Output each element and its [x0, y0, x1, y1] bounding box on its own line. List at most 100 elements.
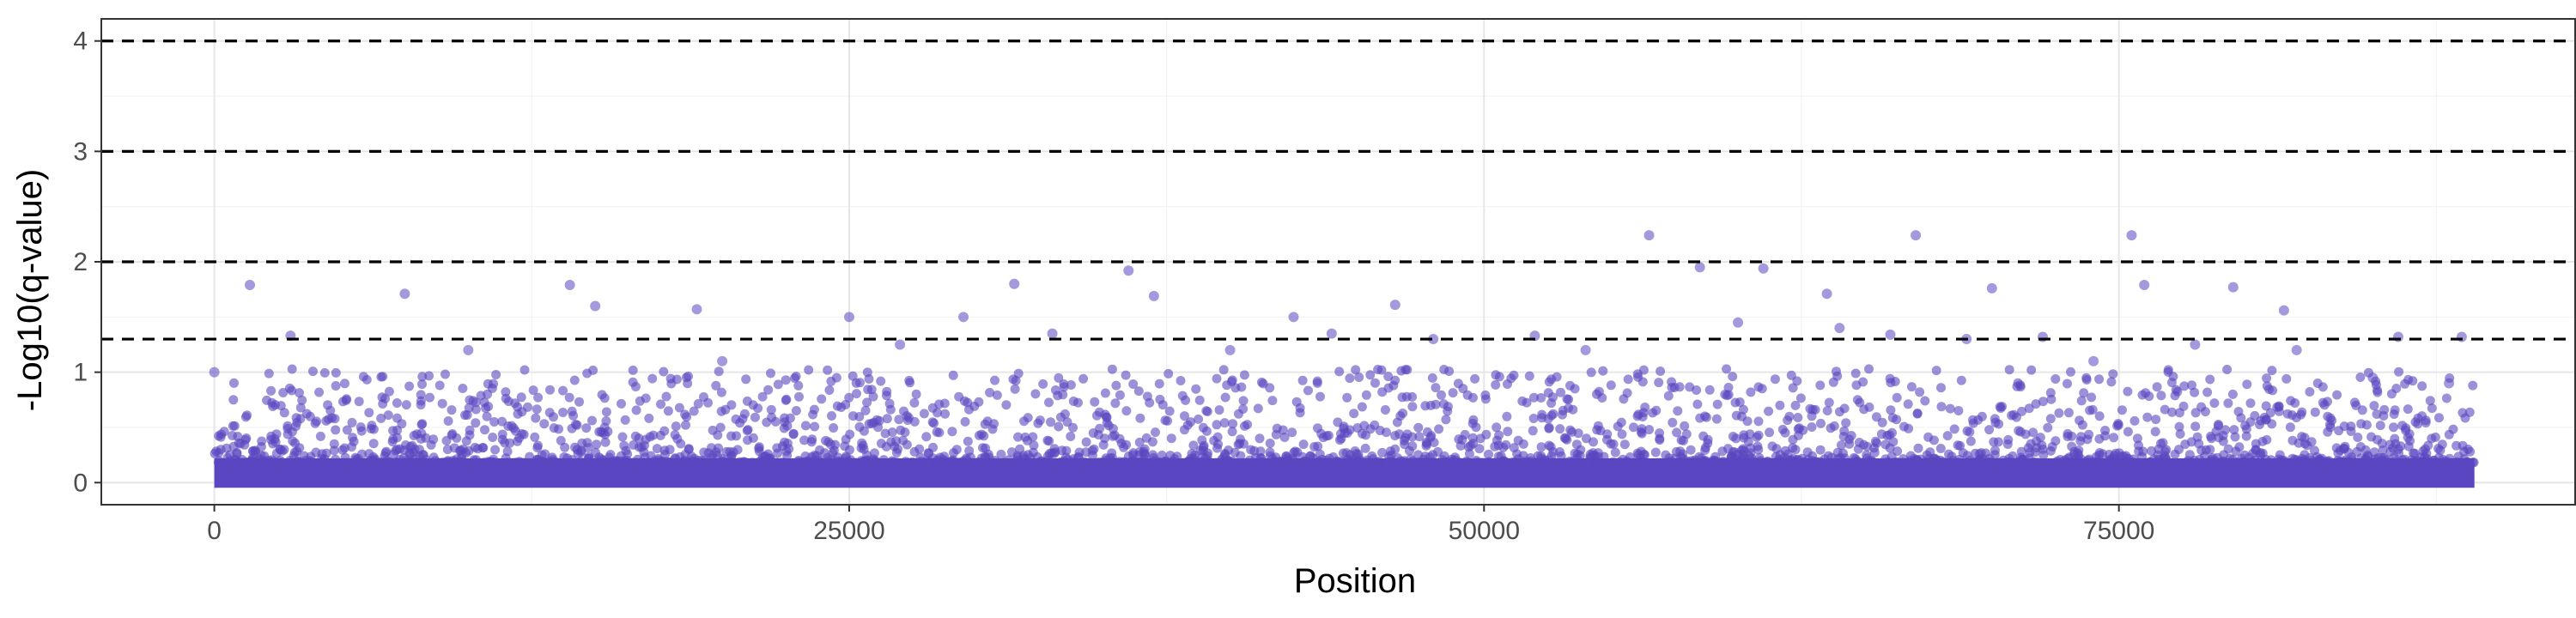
data-point — [2318, 397, 2328, 408]
data-point — [976, 429, 987, 439]
data-point — [571, 420, 580, 429]
data-point — [1502, 411, 1512, 421]
data-point — [2441, 393, 2451, 403]
data-point — [791, 406, 801, 415]
data-point — [2241, 431, 2251, 441]
data-point — [720, 404, 731, 415]
data-point — [1654, 378, 1664, 388]
data-point — [1134, 437, 1145, 447]
data-point — [843, 312, 854, 323]
data-point — [880, 428, 890, 439]
data-point — [634, 433, 644, 444]
data-point — [2334, 426, 2344, 436]
data-point — [347, 442, 356, 452]
data-point — [391, 445, 401, 456]
data-point — [683, 371, 693, 381]
data-point — [1904, 423, 1914, 433]
data-point — [1249, 457, 1260, 468]
data-point — [2392, 331, 2403, 342]
data-point — [2077, 420, 2087, 430]
data-point — [2427, 403, 2437, 414]
data-point — [471, 397, 481, 408]
data-point — [1714, 457, 1724, 468]
data-point — [636, 442, 647, 452]
data-point — [211, 446, 222, 457]
data-point — [368, 439, 379, 449]
data-point — [1157, 400, 1168, 410]
data-point — [1757, 384, 1767, 394]
data-point — [844, 392, 854, 403]
data-point — [617, 432, 628, 442]
data-point — [1892, 415, 1902, 425]
data-point — [587, 415, 597, 426]
data-point — [457, 457, 467, 467]
data-point — [2351, 457, 2361, 468]
data-point — [1291, 397, 1302, 407]
data-point — [1100, 388, 1110, 398]
data-point — [2106, 377, 2117, 387]
data-point — [1148, 290, 1159, 301]
data-point — [1201, 406, 1212, 416]
data-point — [1199, 442, 1208, 452]
data-point — [503, 397, 513, 407]
data-point — [1836, 457, 1845, 468]
data-point — [1108, 431, 1118, 441]
data-point — [960, 416, 970, 427]
data-point — [1063, 455, 1072, 464]
data-point — [1431, 383, 1441, 393]
data-point — [1949, 457, 1959, 468]
data-point — [717, 355, 728, 367]
data-point — [799, 435, 810, 445]
data-point — [914, 444, 925, 454]
data-point — [1054, 421, 1064, 432]
data-point — [911, 389, 921, 399]
data-point — [2152, 382, 2162, 392]
data-point — [292, 417, 302, 427]
data-point — [1508, 457, 1518, 468]
data-point — [1079, 457, 1090, 467]
data-point — [1139, 449, 1150, 459]
data-point — [743, 435, 753, 445]
data-point — [278, 388, 289, 397]
data-point — [741, 374, 751, 385]
data-point — [1000, 457, 1010, 468]
data-point — [2262, 373, 2272, 384]
data-point — [1342, 428, 1352, 438]
data-point — [1922, 457, 1932, 467]
data-point — [2441, 457, 2451, 468]
data-point — [601, 457, 611, 468]
data-point — [935, 452, 945, 463]
data-point — [2213, 421, 2223, 431]
data-point — [1788, 383, 1798, 393]
data-point — [1687, 456, 1697, 466]
data-point — [478, 443, 489, 453]
data-point — [1770, 374, 1780, 385]
data-point — [683, 444, 694, 454]
data-point — [1632, 411, 1643, 421]
data-point — [1015, 444, 1025, 454]
data-point — [437, 398, 447, 409]
data-point — [1915, 387, 1925, 397]
data-point — [2063, 379, 2072, 389]
data-point — [2063, 428, 2073, 439]
data-point — [2209, 398, 2220, 409]
data-point — [2190, 387, 2200, 397]
data-point — [1272, 423, 1282, 433]
data-point — [876, 376, 886, 386]
data-point — [2012, 412, 2021, 422]
data-point — [1653, 457, 1663, 468]
data-point — [2245, 457, 2256, 468]
data-point — [2067, 457, 2076, 468]
data-point — [882, 414, 892, 424]
data-point — [2406, 455, 2416, 465]
data-point — [1815, 445, 1826, 455]
data-point — [1475, 433, 1485, 444]
data-point — [1087, 445, 1097, 456]
data-point — [1196, 457, 1206, 467]
data-point — [246, 457, 256, 467]
data-point — [450, 457, 460, 467]
data-point — [628, 377, 638, 387]
data-point — [2221, 425, 2231, 435]
data-point — [2360, 445, 2371, 455]
data-point — [854, 421, 865, 432]
